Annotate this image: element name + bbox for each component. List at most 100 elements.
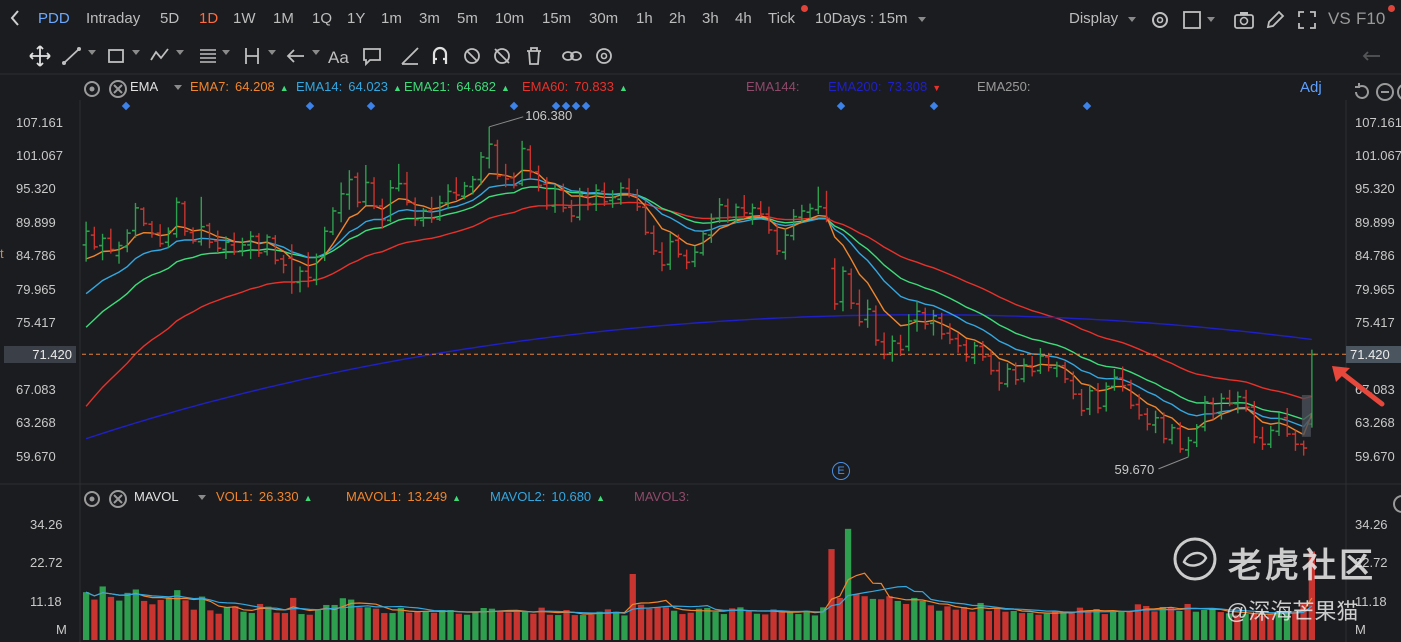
volume-bar (869, 598, 877, 640)
volume-bar (281, 613, 289, 640)
chevron-down-icon[interactable] (1207, 17, 1215, 22)
gear-icon[interactable] (80, 77, 100, 97)
volume-bar (215, 613, 222, 640)
display-menu[interactable]: Display (1069, 10, 1118, 27)
volume-bar (298, 614, 305, 640)
tiger-logo-icon (1172, 536, 1218, 582)
magnet-icon[interactable] (428, 44, 452, 68)
candle (518, 140, 526, 187)
crosshair-move-icon[interactable] (28, 44, 52, 68)
pencil-icon[interactable] (1263, 8, 1287, 32)
volume-bar (124, 592, 131, 640)
volume-bar (1118, 611, 1125, 640)
layout-icon[interactable] (1180, 8, 1204, 32)
period-tab-5m[interactable]: 5m (457, 10, 478, 27)
period-tab-10m[interactable]: 10m (495, 10, 525, 27)
volume-bar (1027, 612, 1034, 640)
period-tab-1h[interactable]: 1h (636, 10, 653, 27)
period-tab-2h[interactable]: 2h (669, 10, 686, 27)
adj-toggle[interactable]: Adj (1300, 79, 1322, 96)
back-chevron-icon[interactable] (8, 8, 22, 32)
chevron-down-icon[interactable] (1128, 17, 1136, 22)
period-tab-3m[interactable]: 3m (419, 10, 440, 27)
period-tab-1m[interactable]: 1M (273, 10, 294, 27)
trash-icon[interactable] (522, 44, 546, 68)
period-tab-30m[interactable]: 30m (589, 10, 619, 27)
reset-icon[interactable] (1350, 80, 1369, 99)
period-tab-3h[interactable]: 3h (702, 10, 719, 27)
arrow-tool-icon[interactable] (284, 44, 308, 68)
chevron-down-icon[interactable] (176, 50, 184, 55)
undo-icon[interactable] (1360, 44, 1384, 68)
settings-icon[interactable] (592, 44, 616, 68)
candle (592, 184, 600, 211)
volume-bar (927, 605, 935, 640)
right-volume-tick: M (1355, 621, 1366, 637)
text-tool-icon[interactable]: Aa (328, 48, 349, 67)
pattern-tool-icon[interactable] (148, 44, 172, 68)
period-tab-1d[interactable]: 1D (199, 10, 219, 27)
volume-bar (190, 609, 197, 640)
candle (1160, 412, 1168, 444)
chevron-down-icon[interactable] (268, 50, 276, 55)
measure-icon[interactable] (240, 44, 264, 68)
chevron-down-icon[interactable] (198, 495, 206, 500)
f10-button[interactable]: F10 (1356, 9, 1386, 28)
candle (1201, 395, 1209, 432)
rectangle-tool-icon[interactable] (104, 44, 128, 68)
period-tab-1w[interactable]: 1W (233, 10, 256, 27)
chevron-down-icon[interactable] (88, 50, 96, 55)
trendline-icon[interactable] (60, 44, 84, 68)
chevron-down-icon[interactable] (132, 50, 140, 55)
hide-drawings-icon[interactable] (460, 44, 484, 68)
volume-bar (1068, 612, 1075, 640)
comment-icon[interactable] (360, 44, 384, 68)
custom-period-selector[interactable]: 10Days : 15m (815, 10, 908, 27)
earnings-event-icon[interactable]: E (832, 462, 850, 480)
period-tab-15m[interactable]: 15m (542, 10, 572, 27)
signal-marker (581, 101, 591, 111)
candle (156, 224, 164, 247)
fibonacci-icon[interactable] (196, 44, 220, 68)
fullscreen-icon[interactable] (1295, 8, 1319, 32)
volume-bar (1292, 611, 1299, 640)
ema-line-ema60 (85, 201, 1313, 407)
chevron-down-icon[interactable] (918, 17, 926, 22)
camera-icon[interactable] (1232, 8, 1256, 32)
period-tab-5d[interactable]: 5D (160, 10, 180, 27)
arrow-up-icon: ▲ (393, 83, 402, 93)
left-price-tick: 75.417 (16, 315, 56, 331)
legend-value: 64.682 (456, 79, 497, 94)
chevron-down-icon[interactable] (312, 50, 320, 55)
sub-indicator-name[interactable]: MAVOL (134, 489, 179, 504)
drawing-toolbar: Aa (0, 40, 1401, 74)
period-tab-tick[interactable]: Tick (768, 10, 795, 27)
symbol-label[interactable]: PDD (38, 10, 70, 27)
link-icon[interactable] (560, 44, 584, 68)
period-tab-4h[interactable]: 4h (735, 10, 752, 27)
close-icon[interactable] (1394, 80, 1401, 100)
ruler-icon[interactable] (398, 44, 422, 68)
minus-circle-icon[interactable] (1373, 80, 1394, 101)
left-axis-cut-label: t (0, 246, 4, 261)
candle (806, 203, 814, 220)
chevron-down-icon[interactable] (222, 50, 230, 55)
period-tab-1m[interactable]: 1m (381, 10, 402, 27)
candle (921, 307, 929, 330)
close-icon[interactable] (106, 77, 127, 98)
indicator-name[interactable]: EMA (130, 79, 159, 94)
candle (699, 231, 707, 256)
period-tab-1y[interactable]: 1Y (347, 10, 366, 27)
period-tab-intraday[interactable]: Intraday (86, 10, 141, 27)
volume-bar (1225, 613, 1233, 640)
period-tab-1q[interactable]: 1Q (312, 10, 333, 27)
volume-bar (795, 614, 802, 640)
close-icon[interactable] (1390, 492, 1401, 513)
chevron-down-icon[interactable] (174, 85, 182, 90)
gear-icon[interactable] (1148, 8, 1172, 32)
vs-button[interactable]: VS (1328, 9, 1351, 28)
close-icon[interactable] (106, 487, 127, 508)
eye-off-icon[interactable] (490, 44, 514, 68)
gear-icon[interactable] (80, 487, 100, 507)
